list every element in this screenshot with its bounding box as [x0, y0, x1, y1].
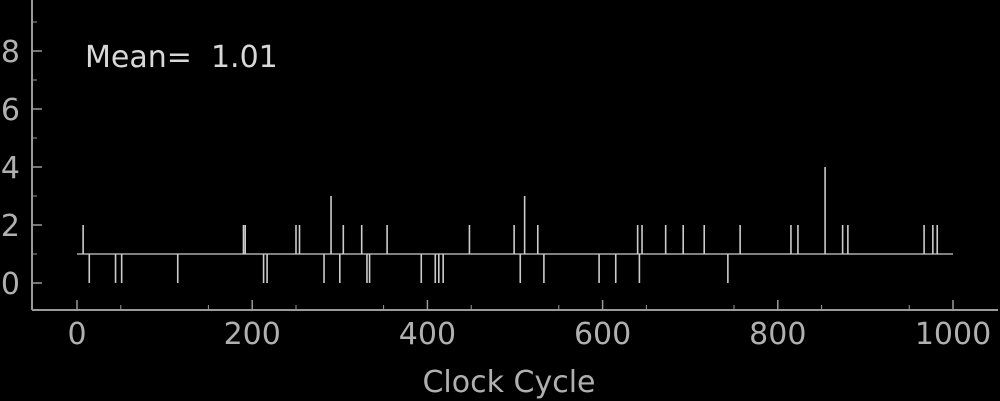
- x-tick-label: 200: [224, 317, 281, 352]
- y-tick-label: 4: [1, 151, 20, 186]
- x-tick-label: 800: [749, 317, 806, 352]
- x-axis-label: Clock Cycle: [422, 365, 595, 400]
- y-tick-label: 0: [1, 267, 20, 302]
- mean-annotation: Mean= 1.01: [85, 40, 278, 75]
- x-tick-label: 0: [67, 317, 86, 352]
- series-line: [77, 167, 953, 283]
- tick-labels: 0 200 400 600 800 1000 0 2 4 6 8: [1, 35, 991, 352]
- y-tick-label: 8: [1, 35, 20, 70]
- axes: [31, 0, 998, 311]
- y-tick-label: 2: [1, 209, 20, 244]
- x-tick-label: 400: [399, 317, 456, 352]
- x-tick-label: 600: [574, 317, 631, 352]
- y-tick-label: 6: [1, 93, 20, 128]
- x-tick-label: 1000: [915, 317, 991, 352]
